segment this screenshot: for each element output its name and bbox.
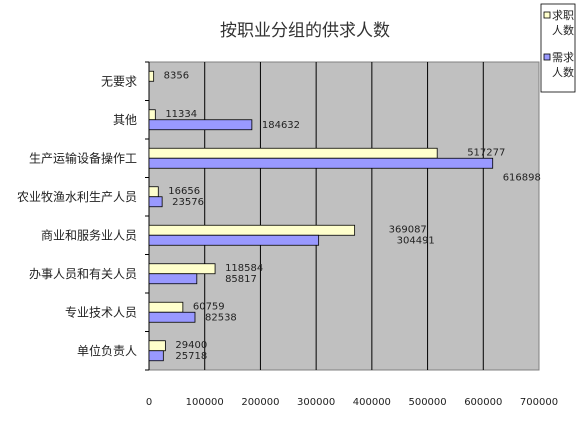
legend-label: 需求: [552, 51, 574, 64]
data-label-demand: 25718: [175, 351, 207, 362]
category-label: 其他: [113, 113, 137, 127]
data-label-demand: 184632: [262, 120, 300, 131]
x-tick-label: 500000: [408, 397, 446, 408]
bar-seeker: [148, 70, 155, 82]
category-label: 无要求: [101, 74, 137, 88]
category-label: 生产运输设备操作工: [29, 150, 137, 165]
plot-background: [148, 61, 540, 371]
data-label-seeker: 11334: [165, 109, 197, 120]
bar-seeker: [148, 147, 438, 159]
chart-title: 按职业分组的供求人数: [220, 21, 390, 41]
x-tick-label: 600000: [464, 397, 502, 408]
data-label-seeker: 517277: [467, 147, 505, 158]
data-label-seeker: 118584: [225, 263, 263, 274]
legend-swatch: [543, 53, 551, 61]
bar-demand: [148, 196, 163, 208]
x-tick-label: 100000: [186, 397, 224, 408]
data-label-seeker: 16656: [168, 186, 200, 197]
data-label-seeker: 8356: [164, 70, 189, 81]
legend-label-line2: 人数: [552, 66, 574, 79]
x-axis-ticks: 0 100000 200000 300000 400000 500000 600000 700…: [146, 397, 558, 408]
legend-swatch: [543, 11, 551, 19]
x-tick-label: 700000: [520, 397, 558, 408]
legend-label: 求职: [552, 9, 574, 22]
category-label: 单位负责人: [77, 343, 137, 358]
data-label-demand: 82538: [205, 312, 237, 323]
bar-demand: [148, 157, 494, 169]
x-tick-label: 0: [146, 397, 152, 408]
bar-demand: [148, 350, 164, 362]
bar-demand: [148, 234, 320, 246]
x-tick-label: 200000: [241, 397, 279, 408]
bar-demand: [148, 273, 198, 285]
category-label: 办事人员和有关人员: [29, 266, 137, 281]
category-label: 农业牧渔水利生产人员: [17, 190, 137, 204]
category-label: 专业技术人员: [65, 304, 137, 319]
bar-seeker: [148, 109, 156, 121]
bar-seeker: [148, 186, 159, 198]
bar-seeker: [148, 301, 184, 313]
bar-seeker: [148, 224, 356, 236]
data-label-demand: 85817: [225, 274, 257, 285]
x-tick-label: 300000: [297, 397, 335, 408]
data-label-seeker: 60759: [193, 301, 225, 312]
legend-label-line2: 人数: [552, 24, 574, 37]
data-label-demand: 23576: [172, 197, 204, 208]
data-label-demand: 304491: [397, 235, 435, 246]
category-label: 商业和服务业人员: [41, 227, 137, 242]
bar-demand: [148, 119, 253, 131]
bar-seeker: [148, 340, 166, 352]
legend-box: [540, 3, 576, 93]
data-label-seeker: 369087: [389, 224, 427, 235]
data-label-demand: 616898: [503, 172, 541, 183]
data-label-seeker: 29400: [175, 340, 207, 351]
bar-demand: [148, 311, 196, 323]
bar-seeker: [148, 263, 216, 275]
category-labels: 无要求其他生产运输设备操作工农业牧渔水利生产人员商业和服务业人员办事人员和有关人…: [17, 74, 137, 358]
x-tick-label: 400000: [353, 397, 391, 408]
